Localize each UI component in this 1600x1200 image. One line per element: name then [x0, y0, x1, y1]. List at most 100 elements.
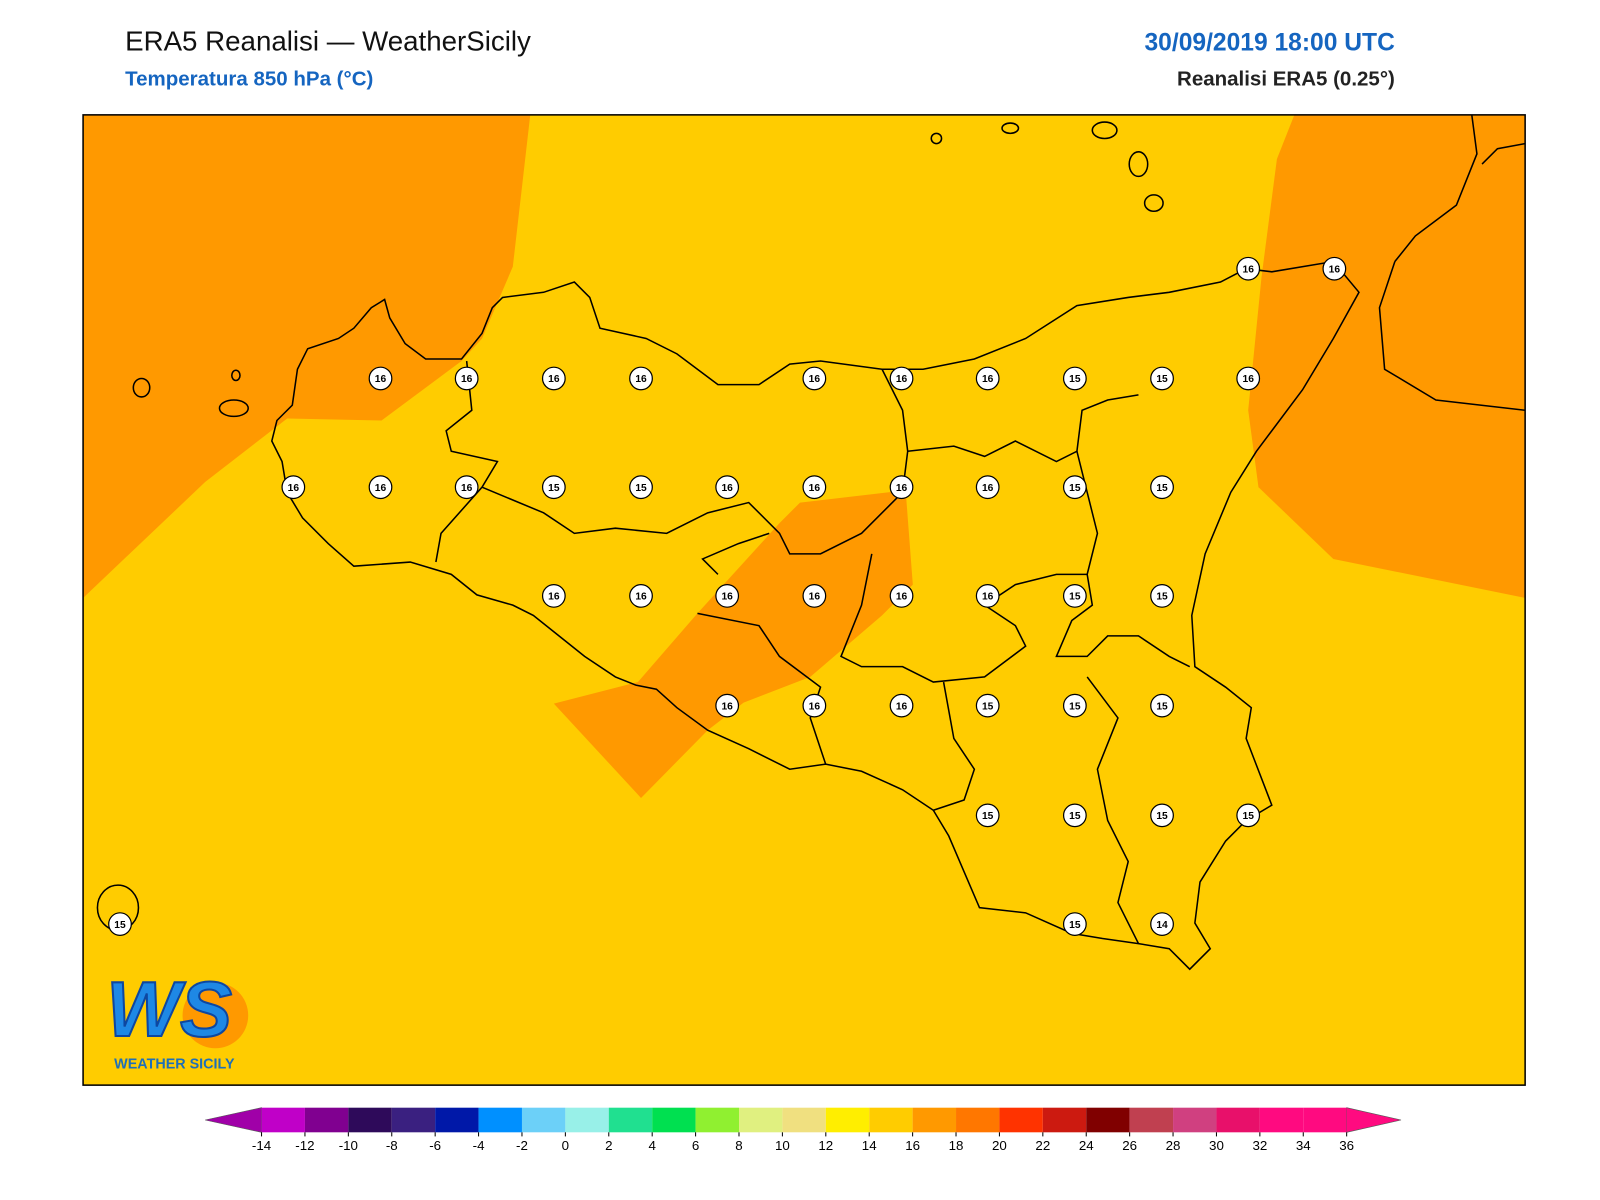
- station: 16: [1322, 256, 1347, 281]
- colorbar-tick-label: 6: [692, 1138, 699, 1153]
- colorbar-box: [869, 1107, 913, 1133]
- station-value: 15: [1156, 811, 1168, 822]
- colorbar-tick-label: -10: [339, 1138, 358, 1153]
- colorbar-box: [565, 1107, 609, 1133]
- station-marker: [1150, 912, 1174, 936]
- colorbar-tick-label: -8: [386, 1138, 398, 1153]
- station-marker: [889, 475, 914, 500]
- station-marker: [454, 475, 479, 500]
- colorbar-box: [782, 1107, 826, 1133]
- station-value: 16: [982, 483, 994, 494]
- colorbar-box: [652, 1107, 696, 1133]
- station-marker: [1150, 693, 1174, 718]
- station: 16: [629, 583, 653, 608]
- map: WS WEATHER SICILY: [82, 114, 1526, 1086]
- station: 16: [715, 475, 740, 500]
- colorbar-tick-label: 0: [562, 1138, 569, 1153]
- station: 16: [975, 475, 1000, 500]
- station: 15: [1062, 475, 1087, 500]
- station-marker: [1062, 475, 1087, 500]
- colorbar-tick-label: 20: [992, 1138, 1007, 1153]
- station-marker: [715, 583, 740, 608]
- colorbar-tick-label: 30: [1209, 1138, 1224, 1153]
- colorbar-box: [521, 1107, 566, 1133]
- station-marker: [281, 475, 306, 500]
- colorbar-box: [1129, 1107, 1174, 1133]
- station-value: 15: [635, 483, 647, 494]
- station-value: 15: [1069, 483, 1081, 494]
- station-value: 16: [288, 483, 300, 494]
- station: 16: [1236, 366, 1261, 391]
- station-marker: [1062, 583, 1087, 608]
- station-marker: [1150, 583, 1174, 608]
- colorbar-box: [956, 1107, 1000, 1133]
- station-value: 15: [1069, 920, 1081, 931]
- station-marker: [1062, 693, 1087, 718]
- colorbar-box: [304, 1107, 349, 1133]
- colorbar-box: [1303, 1107, 1347, 1133]
- colorbar-tick-label: 12: [818, 1138, 833, 1153]
- station-value: 16: [375, 374, 387, 385]
- station-marker: [629, 583, 653, 608]
- colorbar-tick-label: 22: [1035, 1138, 1050, 1153]
- station-marker: [715, 475, 740, 500]
- station-value: 16: [721, 483, 733, 494]
- station: 15: [975, 803, 1000, 828]
- station: 16: [454, 366, 479, 391]
- colorbar-box: [1042, 1107, 1087, 1133]
- colorbar-tick-label: 14: [862, 1138, 877, 1153]
- station-marker: [629, 366, 653, 391]
- station: 14: [1150, 912, 1174, 936]
- title: ERA5 Reanalisi — WeatherSicily: [125, 25, 531, 56]
- station: 16: [454, 475, 479, 500]
- colorbar-box: [825, 1107, 870, 1133]
- station-marker: [368, 475, 393, 500]
- colorbar-tick-label: 26: [1122, 1138, 1137, 1153]
- station: 16: [629, 366, 653, 391]
- map-frame: [82, 114, 1526, 1086]
- station: 16: [889, 583, 914, 608]
- colorbar-tick-label: 16: [905, 1138, 920, 1153]
- station-marker: [802, 693, 827, 718]
- station-marker: [1062, 912, 1087, 936]
- station-value: 16: [1243, 374, 1255, 385]
- station: 16: [802, 583, 827, 608]
- colorbar-box: [738, 1107, 783, 1133]
- station: 15: [1062, 366, 1087, 391]
- station: 16: [802, 366, 827, 391]
- station-value: 15: [1156, 701, 1168, 712]
- station-value: 15: [1156, 592, 1168, 603]
- station-marker: [802, 366, 827, 391]
- station: 16: [889, 366, 914, 391]
- colorbar-tick-label: 10: [775, 1138, 790, 1153]
- stations: 16 16 16 16 16 16 16 16 16 15 15 16 16 16 16 15 15 16 16 16…: [108, 256, 1347, 936]
- station-value: 16: [1329, 264, 1341, 275]
- station-marker: [975, 583, 1000, 608]
- station-marker: [1150, 475, 1174, 500]
- station-value: 15: [1069, 701, 1081, 712]
- station-value: 16: [896, 592, 908, 603]
- colorbar-tick-label: 36: [1339, 1138, 1354, 1153]
- station: 16: [802, 693, 827, 718]
- colorbar-box: [261, 1107, 305, 1133]
- station-marker: [1236, 256, 1261, 281]
- logo-text: WS: [106, 965, 232, 1053]
- station-value: 16: [375, 483, 387, 494]
- colorbar-box: [999, 1107, 1043, 1133]
- source: Reanalisi ERA5 (0.25°): [1177, 67, 1395, 90]
- station-marker: [1062, 803, 1087, 828]
- station: 15: [1150, 803, 1174, 828]
- station: 15: [975, 693, 1000, 718]
- station-marker: [454, 366, 479, 391]
- station-value: 16: [809, 592, 821, 603]
- colorbar-box: [1216, 1107, 1260, 1133]
- station: 16: [715, 693, 740, 718]
- colorbar: -14 -12 -10 -8 -6 -4 -2 0 2 4 6 8 10 12 14 16 18 20 22 24 26…: [205, 1107, 1402, 1153]
- station-value: 15: [114, 920, 126, 931]
- station-marker: [1236, 803, 1261, 828]
- colorbar-tick-label: -12: [295, 1138, 314, 1153]
- colorbar-box: [391, 1107, 436, 1133]
- warm-area: [553, 490, 913, 798]
- station-value: 16: [982, 374, 994, 385]
